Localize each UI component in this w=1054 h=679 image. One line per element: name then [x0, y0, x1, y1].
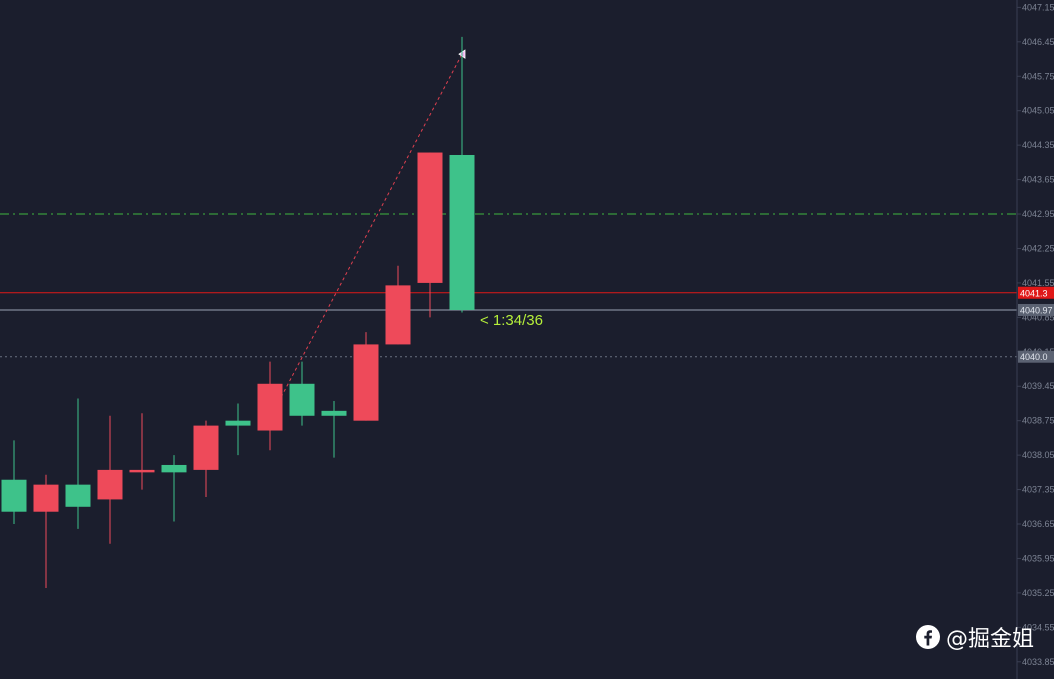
price-tick-label: 4045.05 — [1022, 106, 1054, 116]
candle-body — [193, 425, 219, 470]
candle-10 — [321, 401, 347, 458]
price-tick-label: 4046.45 — [1022, 37, 1054, 47]
price-tick-label: 4039.45 — [1022, 381, 1054, 391]
candle-14 — [449, 36, 475, 313]
price-tick-label: 4043.65 — [1022, 175, 1054, 185]
candle-11 — [353, 332, 379, 421]
candle-13 — [417, 152, 443, 318]
candle-body — [257, 383, 283, 431]
candle-body — [1, 479, 27, 512]
price-tick-label: 4035.95 — [1022, 553, 1054, 563]
candle-5 — [161, 455, 187, 522]
price-tick-label: 4035.25 — [1022, 588, 1054, 598]
price-tick-label: 4036.65 — [1022, 519, 1054, 529]
candle-9 — [289, 361, 315, 426]
candle-1 — [33, 474, 59, 588]
level-tag-bg-2 — [1018, 303, 1054, 316]
price-tick-label: 4038.05 — [1022, 450, 1054, 460]
candle-3 — [97, 415, 123, 544]
candle-6 — [193, 420, 219, 497]
level-labels: < 1:34/36 4041.3 4040.97 4040.0 — [480, 286, 1054, 363]
price-tick-label: 4033.85 — [1022, 657, 1054, 667]
candle-body — [97, 469, 123, 500]
candle-body — [449, 154, 475, 310]
candle-7 — [225, 403, 251, 456]
candle-body — [385, 285, 411, 345]
candle-body — [129, 469, 155, 473]
price-tick-label: 4042.25 — [1022, 243, 1054, 253]
watermark: @掘金姐 — [916, 619, 1034, 655]
facebook-icon — [916, 625, 940, 649]
candle-12 — [385, 265, 411, 345]
price-tick-label: 4034.55 — [1022, 622, 1054, 632]
candle-0 — [1, 440, 27, 525]
bar-countdown: < 1:34/36 — [480, 312, 543, 329]
level-tag-bg-3 — [1018, 350, 1054, 363]
candle-body — [161, 464, 187, 473]
candle-body — [417, 152, 443, 283]
price-axis: 4047.15 4046.45 4045.75 4045.05 4044.35 4043.… — [1016, 0, 1054, 679]
trendline — [269, 53, 463, 419]
candle-body — [65, 484, 91, 507]
watermark-text: @掘金姐 — [946, 627, 1035, 652]
candle-4 — [129, 413, 155, 490]
candle-body — [225, 420, 251, 426]
price-tick-label: 4038.75 — [1022, 416, 1054, 426]
price-tick-label: 4042.95 — [1022, 209, 1054, 219]
price-tick-label: 4044.35 — [1022, 140, 1054, 150]
candle-2 — [65, 398, 91, 529]
candle-body — [289, 383, 315, 416]
level-tag-2: 4040.97 — [1020, 305, 1053, 315]
price-levels — [0, 213, 1017, 358]
level-tag-bg-1 — [1018, 286, 1054, 299]
candle-8 — [257, 361, 283, 451]
candle-body — [33, 484, 59, 512]
level-tag-3: 4040.0 — [1020, 352, 1048, 362]
price-tick-label: 4041.55 — [1022, 278, 1054, 288]
price-tick-label: 4047.15 — [1022, 2, 1054, 12]
price-tick-label: 4045.75 — [1022, 71, 1054, 81]
candles — [1, 36, 475, 588]
price-tick-label: 4040.85 — [1022, 312, 1054, 322]
candle-body — [321, 410, 347, 416]
price-tick-label: 4037.35 — [1022, 485, 1054, 495]
candle-body — [353, 344, 379, 421]
level-tag-1: 4041.3 — [1020, 288, 1048, 298]
